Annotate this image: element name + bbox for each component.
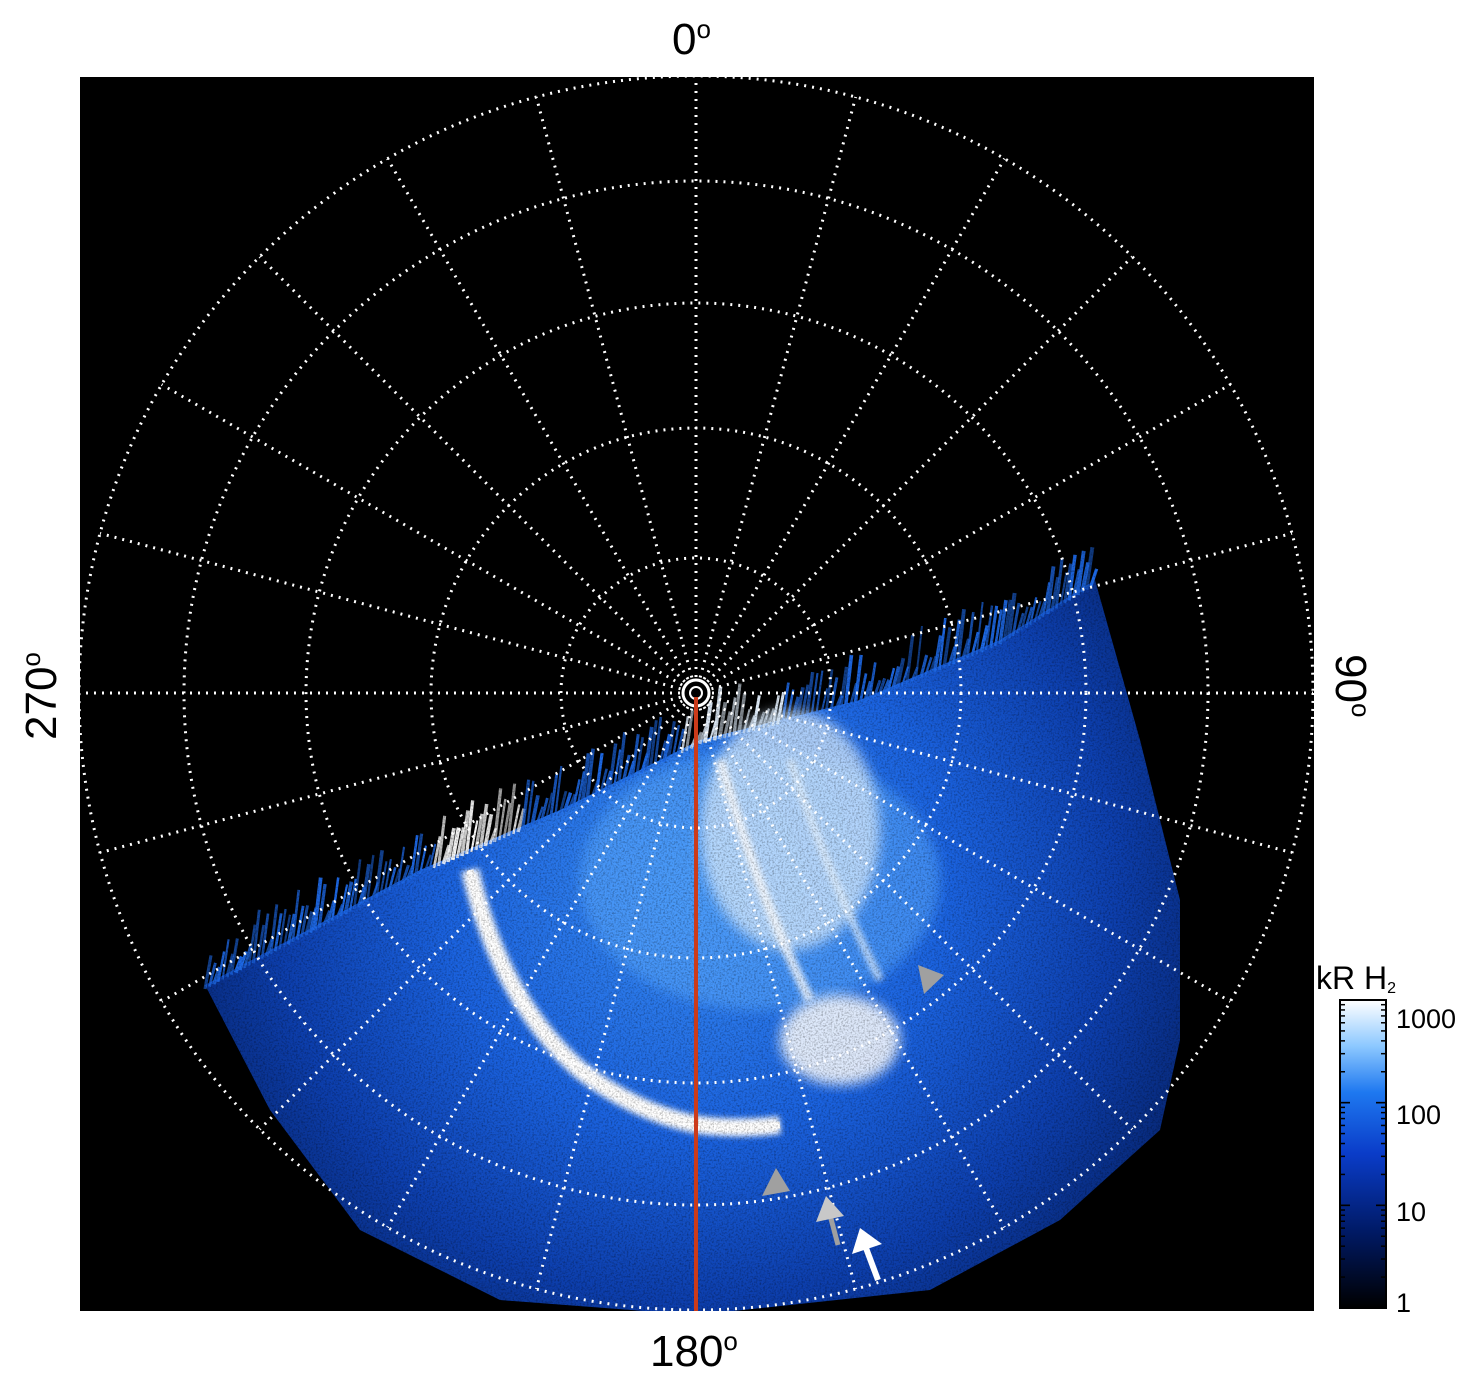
latitude-circle: [304, 301, 1088, 1085]
colorbar: [1339, 999, 1387, 1309]
colorbar-tick-10: 10: [1396, 1197, 1427, 1227]
colorbar-tick-1: 1: [1396, 1288, 1412, 1318]
label-90-deg: 90o: [1326, 654, 1376, 718]
grey-arrowhead-upper: [918, 965, 944, 994]
label-180-deg: 180o: [650, 1326, 738, 1376]
grey-arrowhead-lower: [762, 1168, 790, 1196]
grey-arrow: [816, 1196, 844, 1246]
colorbar-ticks: [1340, 999, 1386, 1309]
label-0-deg: 0o: [672, 14, 711, 64]
label-270-deg: 270o: [16, 652, 66, 740]
colorbar-tick-100: 100: [1396, 1100, 1442, 1130]
colorbar-title: kR H2: [1316, 960, 1397, 997]
white-arrow: [852, 1228, 882, 1282]
colorbar-tick-1000: 1000: [1396, 1004, 1457, 1034]
latitude-circle: [559, 556, 833, 830]
